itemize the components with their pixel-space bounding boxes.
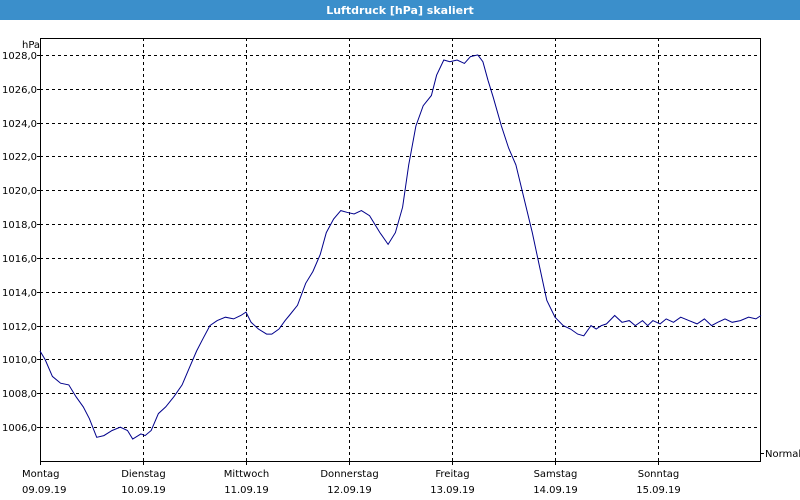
x-tick-label-date: 10.09.19: [121, 485, 166, 496]
x-tick-label-date: 15.09.19: [636, 485, 681, 496]
y-tick-label: 1026,0: [2, 85, 37, 96]
y-tick-label: 1022,0: [2, 152, 37, 163]
x-tick-label-day: Mittwoch: [224, 469, 269, 480]
y-tick-label: 1012,0: [2, 322, 37, 333]
x-tick-label-date: 09.09.19: [22, 485, 67, 496]
x-tick-label-day: Montag: [22, 469, 59, 480]
plot-area: [40, 38, 761, 462]
x-tick-label-date: 12.09.19: [327, 485, 372, 496]
y-tick-label: 1018,0: [2, 220, 37, 231]
y-tick-label: 1014,0: [2, 288, 37, 299]
y-tick-label: 1016,0: [2, 254, 37, 265]
x-tick-label-date: 13.09.19: [430, 485, 475, 496]
x-tick-label-day: Dienstag: [121, 469, 166, 480]
x-tick-label-date: 14.09.19: [533, 485, 578, 496]
x-tick-label-day: Donnerstag: [320, 469, 378, 480]
x-tick-label-day: Freitag: [435, 469, 469, 480]
y-tick-label: 1008,0: [2, 389, 37, 400]
x-tick-label-day: Samstag: [534, 469, 578, 480]
series-line-normal: [39, 54, 762, 440]
y-tick-label: 1028,0: [2, 51, 37, 62]
y-axis-unit-label: hPa: [22, 40, 40, 51]
x-tick-label-day: Sonntag: [638, 469, 680, 480]
window-title: Luftdruck [hPa] skaliert: [0, 0, 800, 20]
x-axis-ticks: Montag 09.09.19 Dienstag 10.09.19 Mittwoch 11…: [22, 461, 681, 496]
legend-label-normal: Normal: [765, 449, 800, 460]
y-tick-label: 1024,0: [2, 119, 37, 130]
y-axis-ticks: 1006,0 1008,0 1010,0 1012,0 1014,0 1016,0 1018…: [2, 51, 40, 434]
x-tick-label-date: 11.09.19: [224, 485, 269, 496]
grid-lines: [40, 38, 760, 461]
y-tick-label: 1006,0: [2, 423, 37, 434]
y-tick-label: 1010,0: [2, 355, 37, 366]
y-tick-label: 1020,0: [2, 186, 37, 197]
